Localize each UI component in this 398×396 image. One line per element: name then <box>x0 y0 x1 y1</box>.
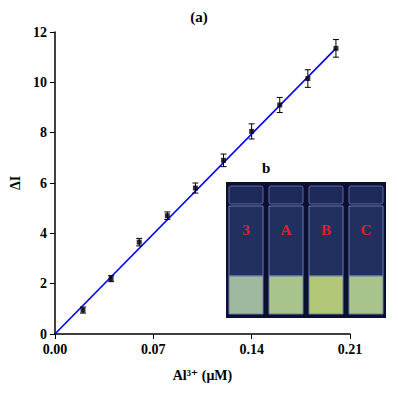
svg-text:A: A <box>281 222 292 238</box>
svg-text:10: 10 <box>33 75 47 90</box>
svg-text:0: 0 <box>40 327 47 342</box>
svg-text:B: B <box>321 222 331 238</box>
svg-text:0.21: 0.21 <box>338 342 363 357</box>
svg-text:8: 8 <box>40 125 47 140</box>
svg-text:ΔI: ΔI <box>8 176 23 190</box>
svg-text:0.00: 0.00 <box>43 342 68 357</box>
svg-text:6: 6 <box>40 176 47 191</box>
svg-text:4: 4 <box>40 226 47 241</box>
svg-text:0.14: 0.14 <box>239 342 264 357</box>
svg-text:(a): (a) <box>190 9 208 26</box>
svg-text:12: 12 <box>33 25 47 40</box>
svg-text:Al³⁺ (μM): Al³⁺ (μM) <box>173 368 233 384</box>
svg-text:C: C <box>361 222 372 238</box>
svg-text:0.07: 0.07 <box>141 342 166 357</box>
svg-text:3: 3 <box>242 222 250 238</box>
svg-text:b: b <box>262 160 270 176</box>
svg-text:2: 2 <box>40 276 47 291</box>
